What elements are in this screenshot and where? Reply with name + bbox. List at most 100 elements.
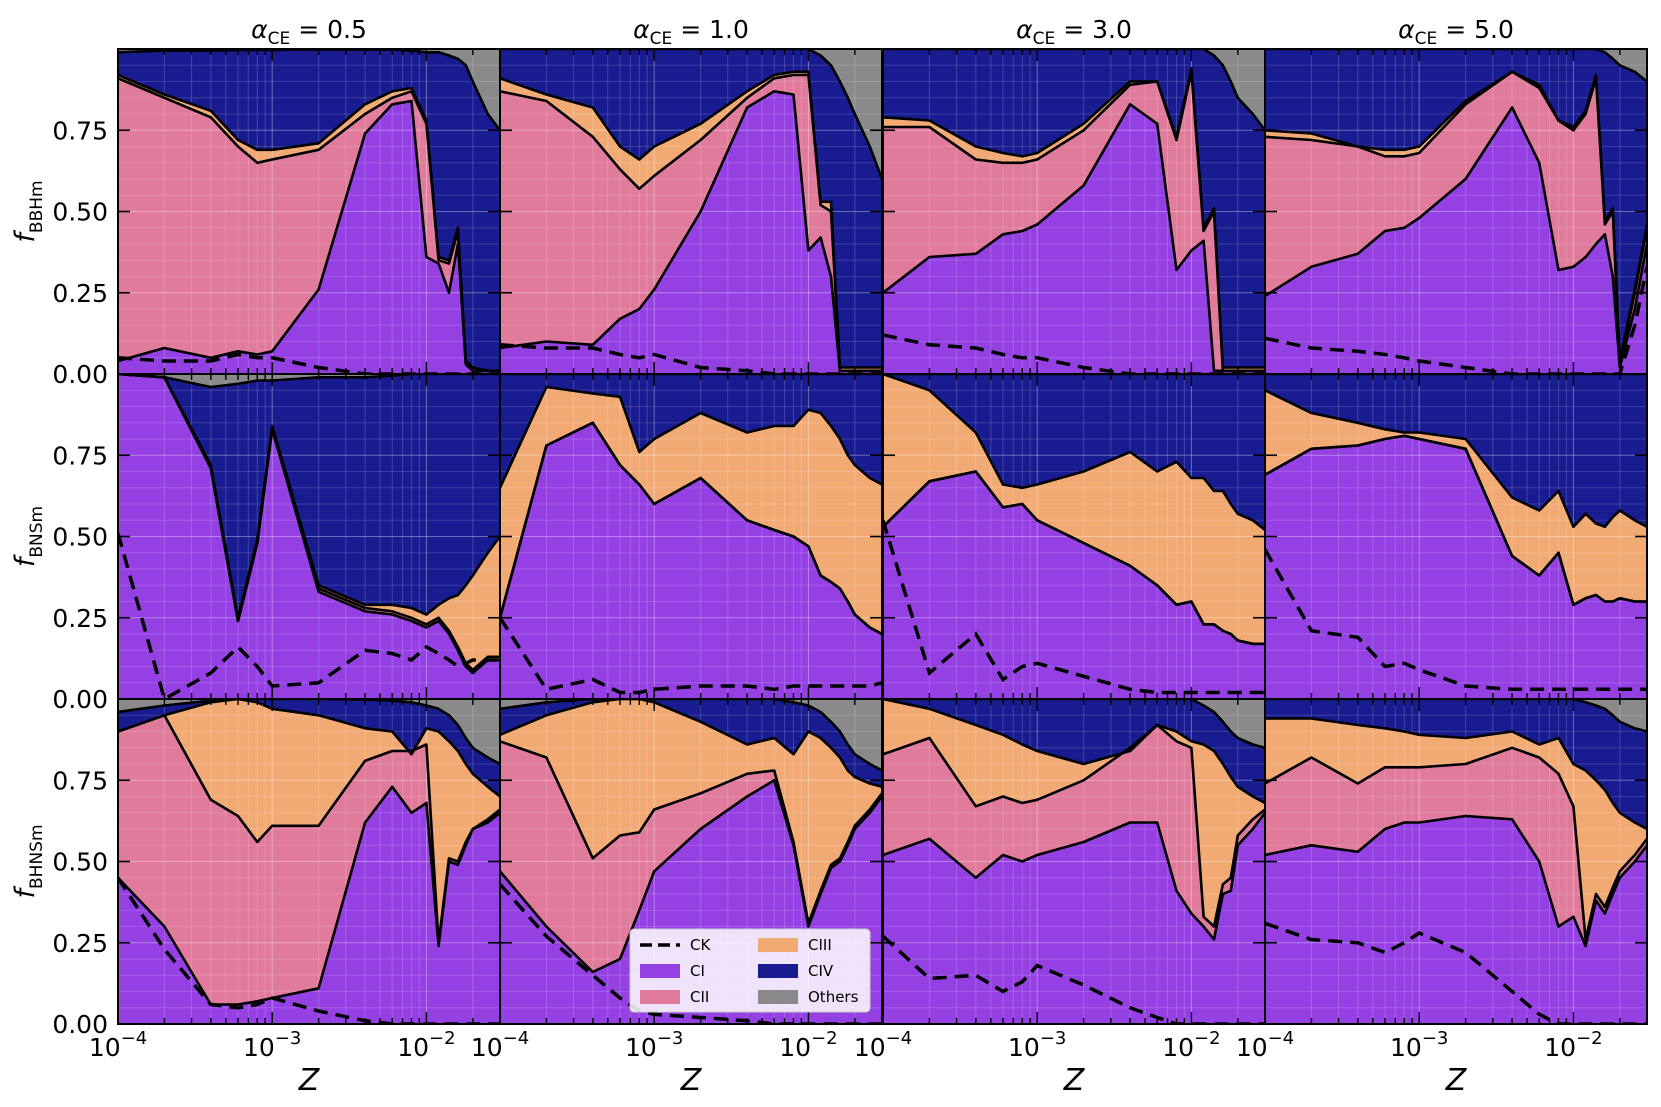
y-tick-label: 0.50 (52, 848, 108, 877)
x-tick-label: 10−4 (89, 1028, 147, 1062)
x-tick-label: 10−2 (397, 1028, 455, 1062)
legend-label: CIV (808, 962, 834, 980)
legend-label: CII (690, 988, 709, 1006)
area-others (1265, 699, 1647, 732)
legend-swatch (640, 990, 680, 1004)
x-tick-label: 10−4 (854, 1028, 912, 1062)
legend: CK CIII CI CIV CII Others (629, 928, 871, 1013)
panel-1-0 (117, 373, 501, 700)
boundary-line-cii (1265, 746, 1647, 941)
x-tick-label: 10−3 (625, 1028, 683, 1062)
column-title-symbol: α (1016, 15, 1033, 44)
boundary-line-cii (500, 421, 882, 636)
legend-label: CK (690, 936, 711, 954)
legend-label: CI (690, 962, 705, 980)
y-tick-label: 0.25 (52, 279, 108, 308)
y-tick-label: 0.00 (52, 1010, 108, 1039)
panel-0-2 (882, 48, 1266, 375)
x-tick-label-base: 10 (1236, 1033, 1268, 1062)
panel-plot-area (118, 374, 500, 699)
column-title-subscript: CE (650, 29, 673, 49)
legend-entry-ciii: CIII (758, 936, 832, 954)
area-cii (500, 741, 882, 972)
x-tick-label: 10−3 (243, 1028, 301, 1062)
boundary-line-cii (883, 723, 1265, 928)
boundary-line-ciii (500, 70, 882, 369)
area-others (1265, 49, 1647, 82)
area-civ (1265, 49, 1647, 361)
area-civ (883, 49, 1265, 368)
area-cii (500, 75, 882, 371)
panel-plot-area (500, 49, 882, 374)
area-ci (1265, 107, 1647, 374)
panel-plot-area (883, 49, 1265, 374)
panel-1-1 (499, 373, 883, 700)
boundary-line-civ (1265, 49, 1647, 83)
area-ci (500, 422, 882, 699)
panel-2-0 (117, 698, 501, 1025)
y-axis-label-subscript: BBHm (27, 180, 47, 233)
y-tick-label: 0.25 (52, 929, 108, 958)
legend-label: CIII (808, 936, 832, 954)
boundary-line-cii (500, 73, 882, 373)
x-tick-label-exponent: −3 (1422, 1028, 1449, 1049)
legend-entry-ck: CK (640, 936, 711, 954)
x-tick-label: 10−2 (779, 1028, 837, 1062)
area-ciii (118, 374, 500, 670)
x-tick-label-exponent: −3 (1040, 1028, 1067, 1049)
panel-2-3 (1264, 698, 1648, 1025)
panel-1-3 (1264, 373, 1648, 700)
x-tick-label-base: 10 (89, 1033, 121, 1062)
x-tick-label-exponent: −2 (1576, 1028, 1603, 1049)
column-title: αCE = 1.0 (633, 15, 749, 49)
area-ci (1265, 816, 1647, 1024)
area-ciii (500, 71, 882, 371)
area-others (500, 699, 882, 771)
boundary-line-ciii (883, 699, 1265, 805)
series-ck-line (118, 876, 500, 1024)
panel-plot-area (500, 374, 882, 699)
y-tick-label: 0.00 (52, 360, 108, 389)
legend-entry-civ: CIV (758, 962, 834, 980)
boundary-line-ci (118, 785, 500, 1006)
boundary-line-ciii (1265, 717, 1647, 831)
area-civ (1265, 699, 1647, 829)
area-cii (1265, 71, 1647, 368)
x-tick-label-exponent: −4 (886, 1028, 913, 1049)
series-ck-line (1265, 266, 1647, 374)
panel-plot-area (883, 374, 1265, 699)
column-title-value: = 5.0 (1437, 15, 1514, 44)
x-tick-label: 10−2 (1162, 1028, 1220, 1062)
area-ciii (500, 699, 882, 924)
boundary-line-ci (883, 812, 1265, 941)
area-ci (118, 374, 500, 699)
y-tick-label: 0.75 (52, 441, 108, 470)
boundary-line-cii (883, 470, 1265, 646)
area-civ (500, 699, 882, 787)
boundary-line-ciii (1265, 389, 1647, 529)
legend-entry-cii: CII (640, 988, 709, 1006)
x-tick-label-base: 10 (625, 1033, 657, 1062)
x-tick-label-base: 10 (1544, 1033, 1576, 1062)
boundary-line-cii (500, 740, 882, 925)
area-cii (883, 725, 1265, 940)
x-tick-label-exponent: −4 (503, 1028, 530, 1049)
column-title-value: = 0.5 (290, 15, 367, 44)
panel-plot-area (1265, 699, 1647, 1024)
column-title: αCE = 5.0 (1398, 15, 1514, 49)
boundary-line-civ (1265, 699, 1647, 733)
boundary-line-ci (1265, 814, 1647, 948)
legend-swatch (640, 964, 680, 978)
area-ciii (883, 374, 1265, 644)
panel-plot-area (883, 699, 1265, 1024)
column-title-subscript: CE (1415, 29, 1438, 49)
legend-swatch (758, 938, 798, 952)
column-title-subscript: CE (1033, 29, 1056, 49)
panel-plot-area (118, 49, 500, 374)
column-title: αCE = 0.5 (251, 15, 367, 49)
column-title-value: = 3.0 (1055, 15, 1132, 44)
column-title-value: = 1.0 (672, 15, 749, 44)
x-tick-label-exponent: −4 (121, 1028, 148, 1049)
y-axis-label: fBBHm (10, 180, 47, 242)
boundary-line-ciii (883, 67, 1265, 369)
